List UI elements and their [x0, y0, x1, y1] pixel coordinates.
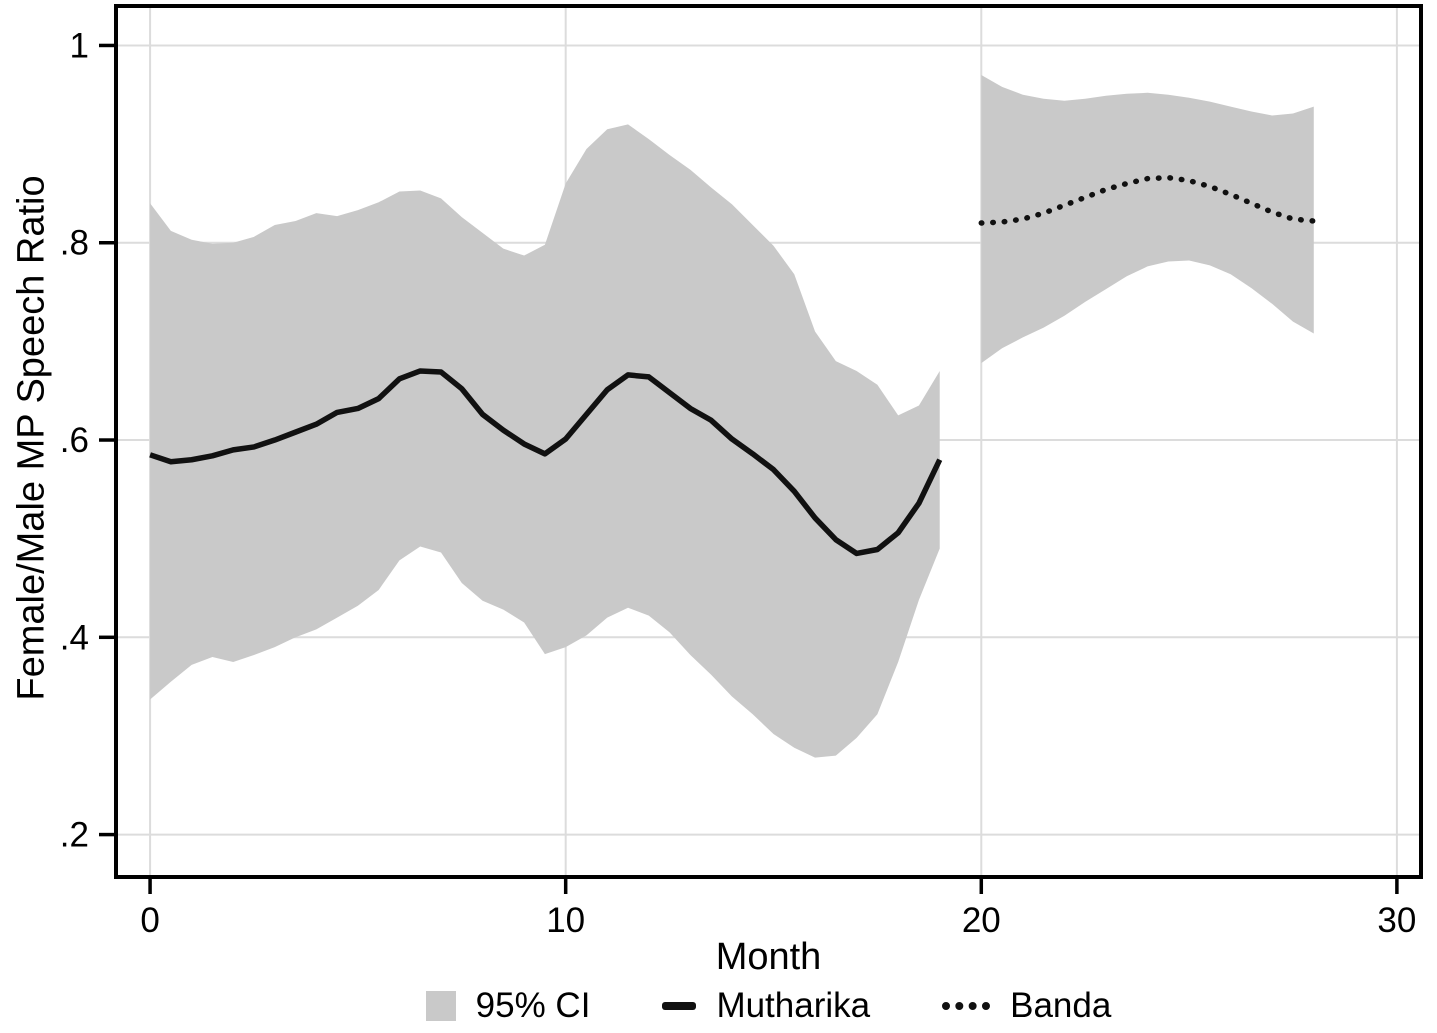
y-tick-label: .6 — [60, 421, 89, 460]
legend-label-ci: 95% CI — [475, 986, 591, 1025]
y-tick-label: .2 — [60, 816, 89, 855]
x-tick-label: 20 — [962, 901, 1001, 940]
legend-item-mutharika: Mutharika — [662, 986, 870, 1026]
x-axis-label: Month — [715, 936, 822, 978]
y-tick-label: .4 — [60, 618, 89, 657]
legend: 95% CI Mutharika Banda — [116, 986, 1421, 1026]
mutharika-line — [149, 368, 943, 557]
banda-line — [978, 174, 1317, 226]
x-tick-label: 10 — [546, 901, 585, 940]
ci-band-banda — [981, 75, 1314, 364]
y-tick-label: .8 — [60, 224, 89, 263]
y-tick-label: 1 — [70, 26, 89, 65]
plot-frame — [114, 4, 1423, 879]
ci-band-swatch-icon — [425, 991, 456, 1021]
x-tick-label: 0 — [140, 901, 159, 940]
dotted-line-swatch-icon — [942, 1002, 991, 1010]
x-tick-label: 30 — [1377, 901, 1416, 940]
legend-item-banda: Banda — [942, 986, 1111, 1026]
legend-item-ci: 95% CI — [425, 986, 591, 1026]
ci-band-mutharika — [150, 124, 940, 758]
y-axis-label: Female/Male MP Speech Ratio — [10, 175, 53, 701]
solid-line-swatch-icon — [662, 1002, 697, 1010]
legend-label-mutharika: Mutharika — [716, 986, 871, 1025]
legend-label-banda: Banda — [1010, 986, 1112, 1025]
